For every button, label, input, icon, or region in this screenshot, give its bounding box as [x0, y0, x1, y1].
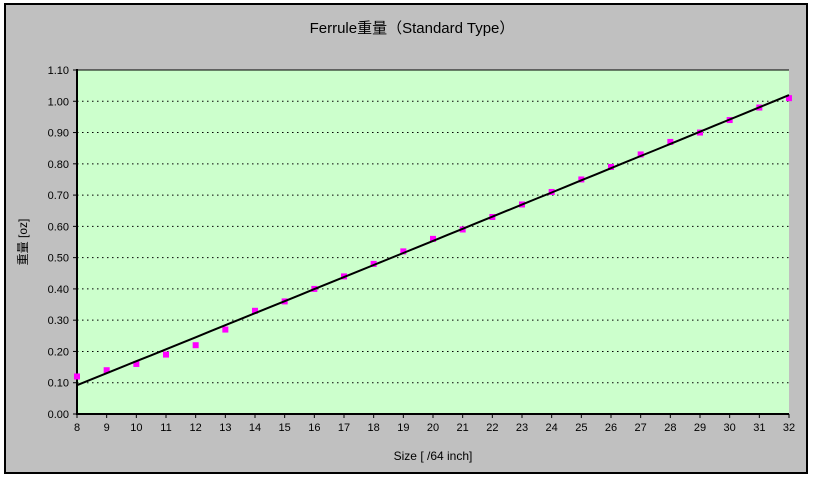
x-axis-title: Size [ /64 inch]: [394, 449, 473, 463]
y-tick-label: 0.90: [48, 128, 69, 140]
x-tick-label: 23: [516, 422, 528, 434]
x-tick-labels-group: 8 9 10 11 12 13 14 15 16 17 18 19 20 21 22 23 24 25 26 27 28…: [74, 422, 795, 434]
x-tick-label: 9: [104, 422, 110, 434]
y-ticks-group: [73, 69, 77, 415]
x-tick-label: 31: [753, 422, 765, 434]
x-tick-label: 27: [635, 422, 647, 434]
x-tick-label: 32: [783, 422, 795, 434]
x-tick-label: 29: [694, 422, 706, 434]
y-tick-label: 0.80: [48, 159, 69, 171]
x-tick-label: 14: [249, 422, 261, 434]
y-tick-label: 0.00: [48, 409, 69, 421]
x-tick-label: 18: [368, 422, 380, 434]
x-ticks-group: [76, 414, 790, 418]
y-tick-label: 0.30: [48, 315, 69, 327]
y-tick-label: 1.10: [48, 65, 69, 77]
x-tick-label: 28: [664, 422, 676, 434]
data-point-marker: [222, 326, 229, 333]
data-point-marker: [133, 360, 140, 367]
y-tick-label: 0.20: [48, 346, 69, 358]
data-point-marker: [252, 307, 258, 314]
y-tick-label: 0.10: [48, 378, 69, 390]
data-point-marker: [163, 351, 169, 358]
y-axis-title: 重量 [oz]: [16, 219, 30, 266]
data-point-marker: [400, 248, 407, 255]
trendline: [76, 94, 790, 387]
data-point-marker: [74, 373, 80, 380]
data-point-marker: [667, 138, 674, 145]
x-tick-label: 24: [546, 422, 558, 434]
data-point-marker: [103, 367, 110, 374]
y-tick-label: 0.50: [48, 253, 69, 265]
data-point-marker: [786, 95, 792, 102]
x-tick-label: 16: [308, 422, 320, 434]
gridlines-group: [77, 69, 789, 384]
x-tick-label: 22: [486, 422, 498, 434]
x-tick-label: 15: [279, 422, 291, 434]
x-tick-label: 11: [160, 422, 171, 434]
x-tick-label: 25: [575, 422, 587, 434]
x-tick-label: 19: [397, 422, 409, 434]
y-tick-label: 0.40: [48, 284, 69, 296]
x-tick-label: 17: [338, 422, 350, 434]
x-tick-label: 10: [130, 422, 142, 434]
x-tick-label: 13: [219, 422, 231, 434]
y-tick-label: 1.00: [48, 96, 69, 108]
data-point-marker: [370, 260, 377, 267]
y-tick-labels-group: 0.00 0.10 0.20 0.30 0.40 0.50 0.60 0.70 0.80 0.90…: [48, 65, 69, 421]
x-tick-label: 26: [605, 422, 617, 434]
x-tick-label: 20: [427, 422, 439, 434]
y-tick-label: 0.60: [48, 221, 69, 233]
x-tick-label: 21: [457, 422, 469, 434]
plot-area: [77, 70, 789, 414]
x-tick-label: 12: [190, 422, 202, 434]
x-tick-label: 30: [724, 422, 736, 434]
data-point-marker: [637, 151, 644, 158]
data-point-marker: [430, 235, 436, 242]
trendline-group: [76, 94, 790, 387]
x-tick-label: 8: [74, 422, 80, 434]
y-tick-label: 0.70: [48, 190, 69, 202]
chart-title: Ferrule重量（Standard Type）: [310, 20, 515, 37]
data-point-marker: [608, 163, 614, 170]
data-point-marker: [192, 342, 199, 349]
